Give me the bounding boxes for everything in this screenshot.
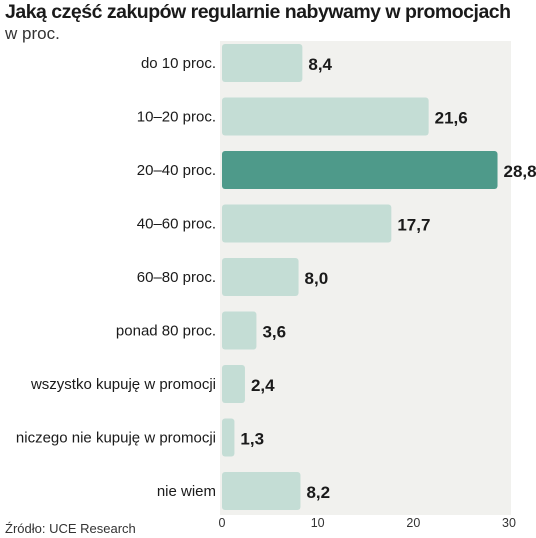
value-label: 2,4 [251,376,275,395]
value-label: 8,0 [305,269,329,288]
value-label: 1,3 [240,430,264,449]
value-label: 8,2 [306,483,330,502]
bar [222,204,392,243]
category-label: niczego nie kupuję w promocji [16,430,216,447]
bar [222,44,303,82]
value-label: 8,4 [308,55,332,74]
bar [222,472,301,510]
bar [222,258,299,296]
category-label: ponad 80 proc. [116,323,216,340]
x-tick-label: 30 [502,516,516,530]
category-label: nie wiem [157,483,216,500]
value-label: 21,6 [435,109,468,128]
source-note: Źródło: UCE Research [5,521,136,536]
category-label: do 10 proc. [141,55,216,72]
x-tick-label: 10 [311,516,325,530]
bar [222,418,235,457]
category-label: 40–60 proc. [137,216,216,233]
category-label: 20–40 proc. [137,162,216,179]
bar [222,97,429,136]
chart-title: Jaką część zakupów regularnie nabywamy w… [5,1,511,23]
x-tick-label: 0 [219,516,226,530]
bar [222,311,257,350]
x-tick-label: 20 [406,516,420,530]
chart-subtitle: w proc. [5,24,60,43]
value-label: 17,7 [397,216,430,235]
value-label: 28,8 [504,162,536,181]
bar [222,365,245,403]
category-label: wszystko kupuję w promocji [30,376,216,393]
category-label: 10–20 proc. [137,109,216,126]
bar [222,151,498,189]
value-label: 3,6 [262,323,286,342]
category-label: 60–80 proc. [137,269,216,286]
